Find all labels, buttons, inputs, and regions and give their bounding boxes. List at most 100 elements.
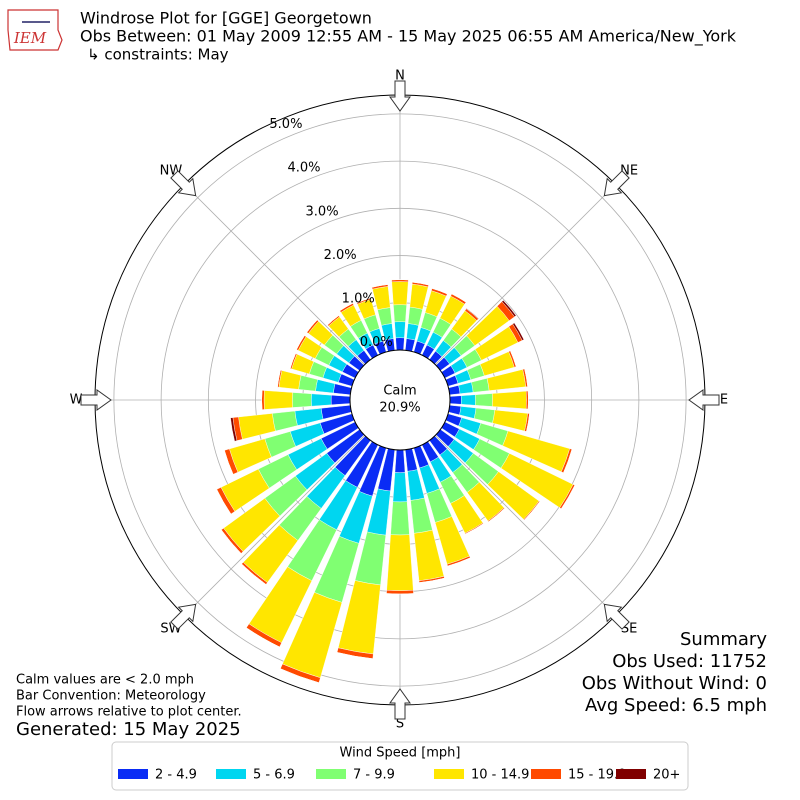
bar-segment	[330, 394, 351, 406]
legend: 2 - 4.9 5 - 6.9 7 - 9.9 10 - 14.9 15 - 19.9 2…	[118, 768, 680, 783]
bar-segment	[386, 590, 414, 595]
calm-circle	[349, 349, 451, 451]
bar-segment	[449, 395, 462, 405]
flow-arrow	[170, 170, 197, 197]
flow-arrow	[80, 389, 112, 411]
bar-segment	[405, 338, 416, 352]
bar-segment	[393, 304, 407, 323]
bar-segment	[306, 319, 318, 333]
flow-arrow	[389, 688, 411, 720]
r-tick-label: 3.0%	[306, 204, 339, 219]
bar-segment	[377, 307, 393, 326]
legend-swatch	[616, 769, 646, 779]
note: Flow arrows relative to plot center.	[16, 705, 242, 720]
legend-label: 15 - 19.9	[568, 768, 626, 783]
r-tick-label: 4.0%	[287, 161, 320, 176]
bar-segment	[230, 417, 238, 442]
bar-segment	[473, 407, 496, 424]
bar-segment	[371, 284, 388, 288]
legend-label: 2 - 4.9	[155, 768, 197, 783]
flow-arrow	[688, 389, 720, 411]
bar-segment	[390, 501, 410, 536]
logo: IEM	[7, 9, 63, 51]
bar-segment	[292, 392, 312, 408]
note: Bar Convention: Meteorology	[16, 689, 206, 704]
bar-segment	[298, 375, 318, 392]
grid-ring	[113, 113, 687, 687]
bar-segment	[315, 379, 336, 394]
bar-segment	[392, 472, 408, 503]
calm-value: 20.9%	[379, 401, 420, 416]
bar-segment	[409, 283, 429, 310]
bar-segment	[448, 405, 462, 416]
r-tick-label: 5.0%	[269, 117, 302, 132]
bar-segment	[261, 390, 265, 410]
chart-subtitle: Obs Between: 01 May 2009 12:55 AM - 15 M…	[80, 27, 737, 47]
summary-line: Obs Without Wind: 0	[582, 673, 767, 694]
legend-swatch	[531, 769, 561, 779]
legend-title: Wind Speed [mph]	[340, 746, 461, 761]
bar-segment	[263, 390, 293, 410]
flow-arrow	[170, 603, 197, 630]
bar-segment	[394, 321, 406, 339]
flow-arrow	[389, 80, 411, 112]
legend-swatch	[316, 769, 346, 779]
logo-text: IEM	[13, 29, 47, 47]
summary-line: Avg Speed: 6.5 mph	[585, 695, 767, 716]
note: Calm values are < 2.0 mph	[16, 673, 194, 688]
bar-segment	[406, 323, 419, 341]
legend-label: 5 - 6.9	[253, 768, 295, 783]
bar-segment	[459, 406, 477, 419]
legend-label: 10 - 14.9	[471, 768, 529, 783]
spoke	[184, 184, 401, 401]
legend-swatch	[216, 769, 246, 779]
constraints: ↳ constraints: May	[87, 46, 229, 64]
spoke	[399, 399, 616, 616]
bar-segment	[337, 652, 373, 659]
bar-segment	[471, 378, 490, 393]
spoke	[399, 184, 616, 401]
bar-segment	[278, 370, 302, 390]
bar-segment	[410, 497, 433, 534]
direction-label: E	[720, 393, 728, 408]
legend-swatch	[434, 769, 464, 779]
bar-segment	[475, 393, 493, 407]
bar-segment	[394, 449, 406, 473]
bar-segment	[294, 408, 324, 426]
bar-segment	[561, 485, 575, 509]
direction-label: N	[395, 69, 405, 84]
bar-segment	[458, 381, 474, 394]
bar-segment	[460, 394, 476, 406]
r-tick-label: 0.0%	[360, 335, 393, 350]
bar-segment	[395, 337, 405, 351]
direction-label: W	[70, 393, 83, 408]
bar-segment	[238, 413, 276, 440]
summary-line: Summary	[680, 629, 767, 650]
bar-segment	[391, 281, 409, 306]
legend-label: 7 - 9.9	[353, 768, 395, 783]
grid-ring	[160, 160, 640, 640]
direction-label: S	[396, 717, 404, 732]
summary-line: Obs Used: 11752	[612, 651, 767, 672]
bar-segment	[311, 393, 332, 407]
bar-segment	[290, 353, 296, 369]
r-tick-label: 1.0%	[342, 292, 375, 307]
bar-segment	[448, 385, 461, 395]
bar-segment	[296, 335, 305, 350]
bar-segment	[492, 390, 527, 410]
bar-segment	[512, 322, 525, 341]
bar-segment	[488, 508, 505, 522]
bar-segment	[501, 300, 517, 318]
logo-outline	[7, 9, 63, 51]
bar-segment	[277, 370, 281, 388]
plot-area: Calm20.9%0.0%1.0%2.0%3.0%4.0%5.0%NNEESES…	[70, 69, 729, 732]
generated: Generated: 15 May 2025	[16, 719, 241, 740]
r-tick-label: 2.0%	[324, 248, 357, 263]
legend-swatch	[118, 769, 148, 779]
flow-arrow	[603, 170, 630, 197]
legend-label: 20+	[653, 768, 680, 783]
bar-segment	[466, 308, 479, 320]
chart-title: Windrose Plot for [GGE] Georgetown	[80, 9, 372, 28]
spoke	[184, 399, 401, 616]
